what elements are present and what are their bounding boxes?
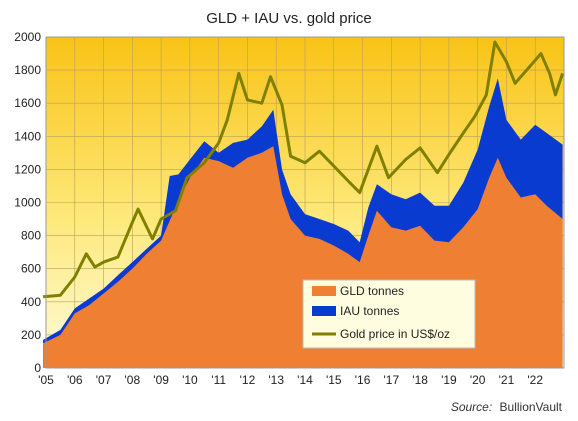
y-tick-label: 1200 xyxy=(14,162,41,176)
y-tick-label: 600 xyxy=(21,262,41,276)
x-tick-label: '06 xyxy=(67,373,83,387)
x-tick-label: '09 xyxy=(153,373,169,387)
y-tick-label: 1600 xyxy=(14,96,41,110)
chart-title: GLD + IAU vs. gold price xyxy=(206,10,371,27)
y-tick-label: 800 xyxy=(21,229,41,243)
x-tick-label: '18 xyxy=(412,373,428,387)
x-tick-label: '08 xyxy=(125,373,141,387)
x-tick-label: '20 xyxy=(470,373,486,387)
x-tick-label: '05 xyxy=(38,373,54,387)
x-tick-label: '17 xyxy=(384,373,400,387)
legend: GLD tonnes IAU tonnes Gold price in US$/… xyxy=(302,279,476,349)
legend-label-gld: GLD tonnes xyxy=(340,284,404,298)
x-tick-label: '16 xyxy=(355,373,371,387)
x-axis: '05 '06 '07 '08 '09 '10 '11 '12 '13 '14 '15 '16 '17 '… xyxy=(38,373,543,387)
y-tick-label: 400 xyxy=(21,295,41,309)
y-tick-label: 2000 xyxy=(14,30,41,44)
x-tick-label: '07 xyxy=(96,373,112,387)
x-tick-label: '15 xyxy=(326,373,342,387)
source-name: BullionVault xyxy=(500,400,563,414)
y-axis: 0 200 400 600 800 1000 1200 1400 1600 1800 2000 xyxy=(14,30,41,375)
legend-label-iau: IAU tonnes xyxy=(340,304,399,318)
source-note: Source: BullionVault xyxy=(451,400,563,414)
legend-swatch-gld xyxy=(312,286,336,296)
x-tick-label: '10 xyxy=(182,373,198,387)
x-tick-label: '22 xyxy=(527,373,543,387)
y-tick-label: 200 xyxy=(21,328,41,342)
x-tick-label: '19 xyxy=(441,373,457,387)
source-label: Source: xyxy=(451,400,492,414)
line-series xyxy=(42,40,565,299)
x-tick-label: '14 xyxy=(297,373,313,387)
x-tick-label: '13 xyxy=(268,373,284,387)
y-tick-label: 0 xyxy=(34,361,41,375)
x-tick-label: '11 xyxy=(211,373,226,387)
y-tick-label: 1000 xyxy=(14,196,41,210)
plot-frame xyxy=(45,36,565,369)
legend-label-gold: Gold price in US$/oz xyxy=(340,327,450,341)
legend-swatch-iau xyxy=(312,306,336,316)
y-tick-label: 1800 xyxy=(14,63,41,77)
y-tick-label: 1400 xyxy=(14,129,41,143)
line-gold-price xyxy=(42,40,565,299)
x-tick-label: '12 xyxy=(240,373,256,387)
x-tick-label: '21 xyxy=(499,373,515,387)
